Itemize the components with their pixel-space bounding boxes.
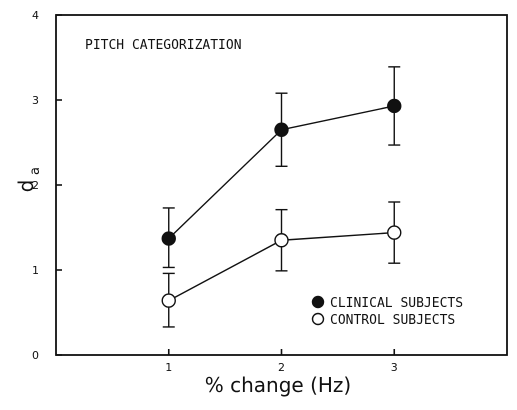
series-layer: [161, 66, 402, 328]
ticks-layer: 0 1 2 3 4 1 2 3: [32, 9, 398, 374]
x-tick-label-1: 2: [278, 361, 285, 374]
data-point-0-2: [387, 98, 402, 114]
legend: CLINICAL SUBJECTS CONTROL SUBJECTS: [311, 295, 463, 328]
x-tick-label-0: 1: [165, 361, 172, 374]
series-0: [161, 66, 402, 269]
y-tick-label-0: 0: [32, 349, 39, 362]
y-tick-label-2: 2: [32, 179, 39, 192]
data-point-1-2: [387, 225, 402, 240]
y-tick-label-1: 1: [32, 264, 39, 277]
legend-marker-0: [311, 295, 325, 309]
legend-label-0: CLINICAL SUBJECTS: [330, 296, 463, 311]
data-point-0-1: [274, 122, 289, 137]
y-axis-label: d a: [14, 167, 43, 192]
y-axis-label-main: d: [14, 180, 38, 193]
data-point-0-0: [161, 231, 176, 246]
y-axis-label-sub: a: [28, 167, 43, 175]
y-tick-label-3: 3: [32, 94, 39, 107]
x-tick-label-2: 3: [391, 361, 398, 374]
data-point-1-1: [274, 233, 289, 248]
y-tick-label-4: 4: [32, 9, 39, 22]
data-point-1-0: [161, 293, 176, 308]
legend-marker-1: [311, 312, 325, 326]
x-axis-label: % change (Hz): [205, 373, 351, 397]
series-1: [161, 201, 402, 328]
legend-label-1: CONTROL SUBJECTS: [330, 313, 455, 328]
chart-title: PITCH CATEGORIZATION: [85, 38, 242, 53]
